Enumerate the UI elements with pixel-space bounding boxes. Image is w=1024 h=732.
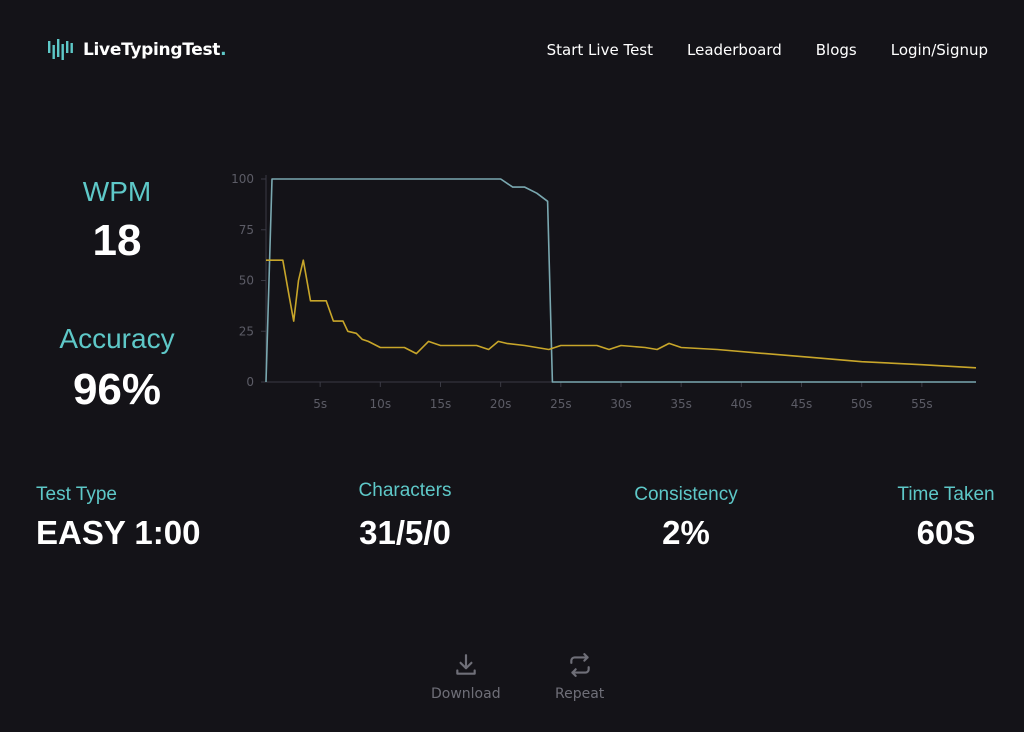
time-taken-label: Time Taken xyxy=(897,484,995,505)
x-tick-label: 10s xyxy=(370,397,392,411)
logo[interactable]: LiveTypingTest. xyxy=(47,36,227,64)
logo-bars-icon xyxy=(48,39,73,60)
wpm-label: WPM xyxy=(82,176,152,207)
y-tick-label: 75 xyxy=(239,223,254,237)
characters-value: 31/5/0 xyxy=(359,514,451,551)
time-taken-stat: Time Taken 60S xyxy=(888,484,1004,552)
y-tick-label: 50 xyxy=(239,274,254,288)
repeat-icon xyxy=(569,653,590,677)
download-icon xyxy=(456,654,476,675)
repeat-button[interactable]: Repeat xyxy=(555,652,604,702)
wpm-value: 18 xyxy=(92,216,142,265)
consistency-value: 2% xyxy=(662,514,710,551)
x-tick-label: 25s xyxy=(550,397,572,411)
logo-text: LiveTypingTest xyxy=(83,40,221,60)
accuracy-label: Accuracy xyxy=(59,323,175,354)
nav-blogs[interactable]: Blogs xyxy=(815,41,857,59)
accuracy-value: 96% xyxy=(72,365,162,414)
x-tick-label: 35s xyxy=(670,397,692,411)
x-tick-label: 40s xyxy=(731,397,753,411)
repeat-label: Repeat xyxy=(555,686,605,702)
nav-login-signup[interactable]: Login/Signup xyxy=(890,41,988,59)
characters-stat: Characters 31/5/0 xyxy=(345,480,465,552)
characters-label: Characters xyxy=(358,480,452,501)
x-tick-label: 5s xyxy=(313,397,327,411)
series-line-0 xyxy=(265,178,976,383)
download-button[interactable]: Download xyxy=(431,652,501,702)
performance-chart: 0 25 50 75 100 5s 10s 15s 20s 25s 30s 35s 40s 45s 50s 5… xyxy=(231,172,977,411)
x-tick-label: 45s xyxy=(791,397,813,411)
y-tick-label: 0 xyxy=(246,375,254,389)
test-type-label: Test Type xyxy=(36,484,117,505)
wpm-stat: WPM 18 xyxy=(22,176,212,266)
x-tick-label: 15s xyxy=(430,397,452,411)
test-type-value: EASY 1:00 xyxy=(36,514,201,551)
x-tick-label: 30s xyxy=(610,397,632,411)
test-type-stat: Test Type EASY 1:00 xyxy=(36,484,200,552)
time-taken-value: 60S xyxy=(916,514,976,551)
x-tick-label: 20s xyxy=(490,397,512,411)
series-line-1 xyxy=(266,259,977,369)
nav-start-live-test[interactable]: Start Live Test xyxy=(546,41,653,59)
x-tick-label: 50s xyxy=(851,397,873,411)
top-nav: Start Live Test Leaderboard Blogs Login/… xyxy=(547,41,988,59)
x-tick-label: 55s xyxy=(911,397,933,411)
consistency-stat: Consistency 2% xyxy=(624,484,748,552)
download-label: Download xyxy=(431,686,501,702)
logo-dot: . xyxy=(220,40,227,60)
consistency-label: Consistency xyxy=(634,484,738,505)
y-tick-label: 25 xyxy=(239,324,254,338)
nav-leaderboard[interactable]: Leaderboard xyxy=(687,41,782,59)
y-tick-label: 100 xyxy=(231,172,254,186)
accuracy-stat: Accuracy 96% xyxy=(22,323,212,415)
